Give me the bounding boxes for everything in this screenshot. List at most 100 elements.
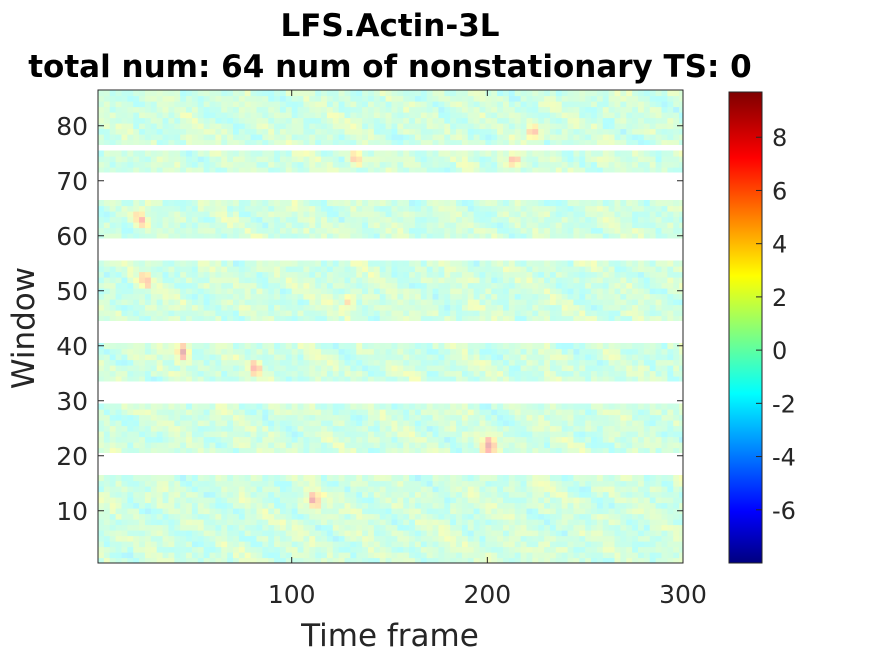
heatmap-cell [614,310,621,317]
heatmap-cell [315,205,322,212]
heatmap-cell [661,211,668,218]
heatmap-cell [532,288,539,295]
heatmap-cell [673,502,680,509]
heatmap-cell [262,315,269,322]
heatmap-cell [385,486,393,493]
heatmap-cell [168,530,175,537]
heatmap-cell [244,519,252,526]
heatmap-cell [473,414,481,421]
heatmap-cell [508,442,516,449]
heatmap-cell [150,552,158,559]
heatmap-cell [373,222,381,229]
heatmap-cell [661,304,668,311]
heatmap-cell [297,508,305,515]
heatmap-cell [643,304,651,311]
heatmap-cell [497,502,504,509]
heatmap-cell [649,343,657,350]
heatmap-cell [268,552,275,559]
heatmap-cell [614,233,621,240]
heatmap-cell [274,403,281,410]
heatmap-cell [379,370,387,377]
heatmap-cell [491,431,498,438]
heatmap-cell [520,315,528,322]
heatmap-cell [414,535,422,542]
heatmap-cell [309,354,316,361]
heatmap-cell [262,425,269,432]
heatmap-cell [168,552,175,559]
heatmap-cell [268,293,275,300]
heatmap-cell [379,436,387,443]
heatmap-cell [315,266,322,273]
heatmap-cell [573,354,580,361]
heatmap-cell [561,227,569,234]
heatmap-cell [326,497,334,504]
heatmap-cell [309,403,316,410]
heatmap-cell [573,403,580,410]
heatmap-cell [186,546,193,553]
heatmap-cell [485,354,492,361]
heatmap-cell [268,425,275,432]
heatmap-cell [315,475,322,482]
heatmap-cell [115,293,123,300]
heatmap-cell [467,552,475,559]
heatmap-cell [438,420,445,427]
heatmap-cell [191,299,199,306]
heatmap-cell [285,365,293,372]
heatmap-cell [127,475,134,482]
heatmap-cell [432,535,440,542]
heatmap-cell [573,486,580,493]
heatmap-cell [285,299,293,306]
heatmap-cell [473,211,481,218]
heatmap-cell [596,288,604,295]
heatmap-cell [150,519,158,526]
heatmap-cell [426,513,434,520]
heatmap-cell [321,315,328,322]
heatmap-cell [479,436,486,443]
heatmap-cell [414,205,422,212]
heatmap-cell [109,497,117,504]
heatmap-cell [532,271,539,278]
heatmap-cell [103,222,111,229]
heatmap-cell [591,233,598,240]
heatmap-cell [168,266,175,273]
heatmap-cell [344,414,351,421]
heatmap-cell [144,288,152,295]
heatmap-cell [362,475,369,482]
heatmap-cell [156,315,164,322]
heatmap-cell [638,475,645,482]
heatmap-cell [655,266,663,273]
heatmap-cell [221,266,228,273]
heatmap-cell [356,420,363,427]
heatmap-cell [162,480,170,487]
heatmap-cell [297,315,305,322]
heatmap-cell [649,447,657,454]
heatmap-cell [414,425,422,432]
heatmap-cell [620,266,627,273]
heatmap-cell [555,414,563,421]
heatmap-cell [514,370,522,377]
heatmap-cell [608,447,616,454]
heatmap-cell [279,403,287,410]
heatmap-cell [679,227,683,234]
heatmap-cell [591,486,598,493]
heatmap-cell [643,431,651,438]
heatmap-cell [344,513,351,520]
heatmap-cell [332,271,340,278]
heatmap-cell [297,486,305,493]
heatmap-cell [191,376,199,383]
heatmap-cell [608,227,616,234]
heatmap-cell [303,519,310,526]
heatmap-cell [485,508,492,515]
heatmap-cell [203,541,211,548]
heatmap-cell [344,535,351,542]
heatmap-cell [315,343,322,350]
heatmap-cell [426,293,434,300]
heatmap-cell [262,227,269,234]
heatmap-cell [602,348,610,355]
heatmap-cell [362,535,369,542]
heatmap-cell [368,497,375,504]
heatmap-cell [649,486,657,493]
heatmap-cell [649,491,657,498]
heatmap-cell [344,293,351,300]
heatmap-cell [139,359,146,366]
